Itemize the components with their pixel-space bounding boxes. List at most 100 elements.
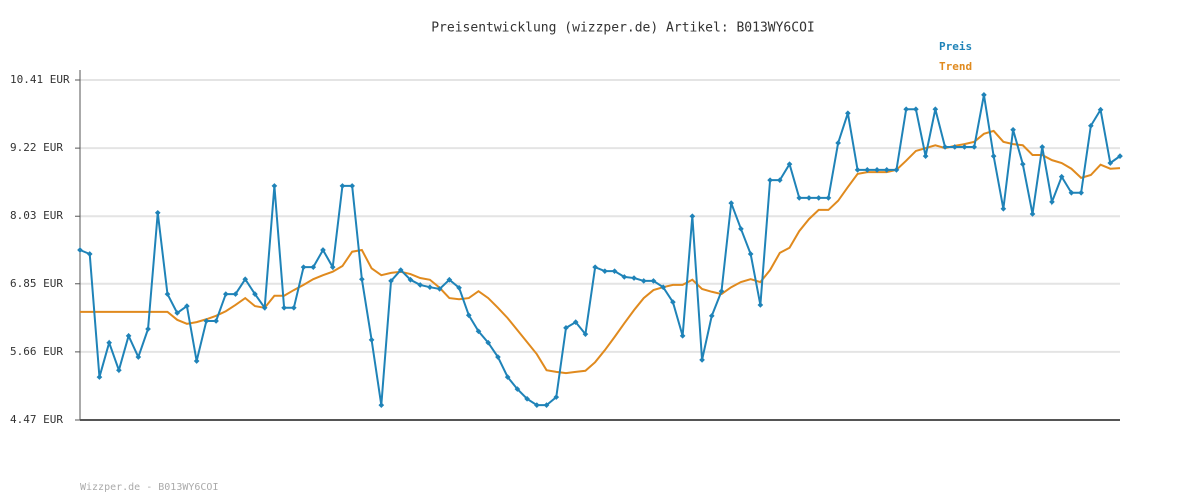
point-marker <box>77 247 83 253</box>
point-marker <box>96 374 103 380</box>
point-marker <box>757 302 764 308</box>
point-marker <box>1019 161 1026 167</box>
point-marker <box>1049 199 1055 205</box>
point-marker <box>670 299 676 305</box>
plot <box>77 92 1123 408</box>
point-marker <box>193 358 200 364</box>
point-marker <box>699 357 705 363</box>
point-marker <box>806 195 812 201</box>
point-marker <box>1097 106 1104 113</box>
point-marker <box>203 318 210 324</box>
point-marker <box>242 276 249 283</box>
point-marker <box>660 284 667 291</box>
point-marker <box>572 319 579 325</box>
y-tick-label: 9.22 EUR <box>10 141 63 154</box>
point-marker <box>796 195 803 201</box>
point-marker <box>971 144 978 150</box>
point-marker <box>1068 189 1075 196</box>
point-marker <box>650 278 657 284</box>
point-marker <box>1029 211 1036 217</box>
point-marker <box>631 275 637 281</box>
point-marker <box>310 264 317 271</box>
point-marker <box>553 394 560 400</box>
series-line <box>80 129 1121 375</box>
y-tick-label: 4.47 EUR <box>10 413 63 426</box>
point-marker <box>621 274 628 280</box>
point-marker <box>135 354 142 360</box>
chart-title: Preisentwicklung (wizzper.de) Artikel: B… <box>431 21 815 36</box>
point-marker <box>349 183 355 189</box>
point-marker <box>291 304 297 311</box>
point-marker <box>213 318 219 324</box>
point-marker <box>1000 205 1007 212</box>
point-marker <box>592 264 598 271</box>
point-marker <box>913 106 919 113</box>
point-marker <box>446 276 453 283</box>
point-marker <box>86 251 93 257</box>
series-line <box>79 94 1121 407</box>
point-marker <box>164 291 171 297</box>
point-marker <box>689 213 696 220</box>
point-marker <box>883 167 890 173</box>
point-marker <box>903 106 909 113</box>
point-marker <box>874 167 880 173</box>
point-marker <box>271 183 278 189</box>
point-marker <box>563 325 569 331</box>
point-marker <box>835 140 841 146</box>
point-marker <box>942 144 948 150</box>
point-marker <box>388 278 394 284</box>
point-marker <box>1107 160 1114 166</box>
point-marker <box>339 183 346 189</box>
point-marker <box>932 106 939 113</box>
point-marker <box>222 291 229 297</box>
point-marker <box>261 304 268 311</box>
point-marker <box>1117 153 1123 159</box>
point-marker <box>738 225 744 232</box>
point-marker <box>417 282 424 288</box>
point-marker <box>427 284 433 291</box>
point-marker <box>475 328 482 335</box>
point-marker <box>184 303 190 309</box>
point-marker <box>329 264 336 271</box>
point-marker <box>378 402 385 408</box>
point-marker <box>125 333 132 339</box>
y-tick-label: 10.41 EUR <box>10 73 70 86</box>
point-marker <box>602 268 608 275</box>
y-tick-label: 8.03 EUR <box>10 209 63 222</box>
point-marker <box>864 167 871 173</box>
point-marker <box>990 153 997 159</box>
y-tick-label: 5.66 EUR <box>10 345 63 358</box>
point-marker <box>786 161 793 167</box>
point-marker <box>922 153 929 159</box>
point-marker <box>1088 122 1094 129</box>
point-marker <box>397 267 404 273</box>
footer: Wizzper.de - B013WY6COI <box>80 482 218 493</box>
point-marker <box>640 278 647 284</box>
point-marker <box>582 331 589 337</box>
point-marker <box>495 354 501 360</box>
point-marker <box>145 326 151 332</box>
point-marker <box>504 374 511 380</box>
point-marker <box>845 110 851 117</box>
point-marker <box>436 286 443 292</box>
point-marker <box>1039 144 1046 150</box>
point-marker <box>154 209 161 216</box>
y-tick-label: 6.85 EUR <box>10 277 63 290</box>
point-marker <box>407 276 414 283</box>
point-marker <box>1058 173 1065 180</box>
point-marker <box>252 291 258 297</box>
legend-entry: Preis <box>939 40 972 53</box>
point-marker <box>776 177 783 183</box>
point-marker <box>485 339 492 346</box>
point-marker <box>106 339 112 346</box>
point-marker <box>116 367 122 374</box>
point-marker <box>368 337 375 343</box>
point-marker <box>1078 189 1084 196</box>
point-marker <box>611 268 618 275</box>
point-marker <box>708 312 715 319</box>
point-marker <box>981 92 987 98</box>
point-marker <box>893 167 900 173</box>
point-marker <box>747 251 754 257</box>
point-marker <box>767 177 773 183</box>
point-marker <box>281 304 287 311</box>
